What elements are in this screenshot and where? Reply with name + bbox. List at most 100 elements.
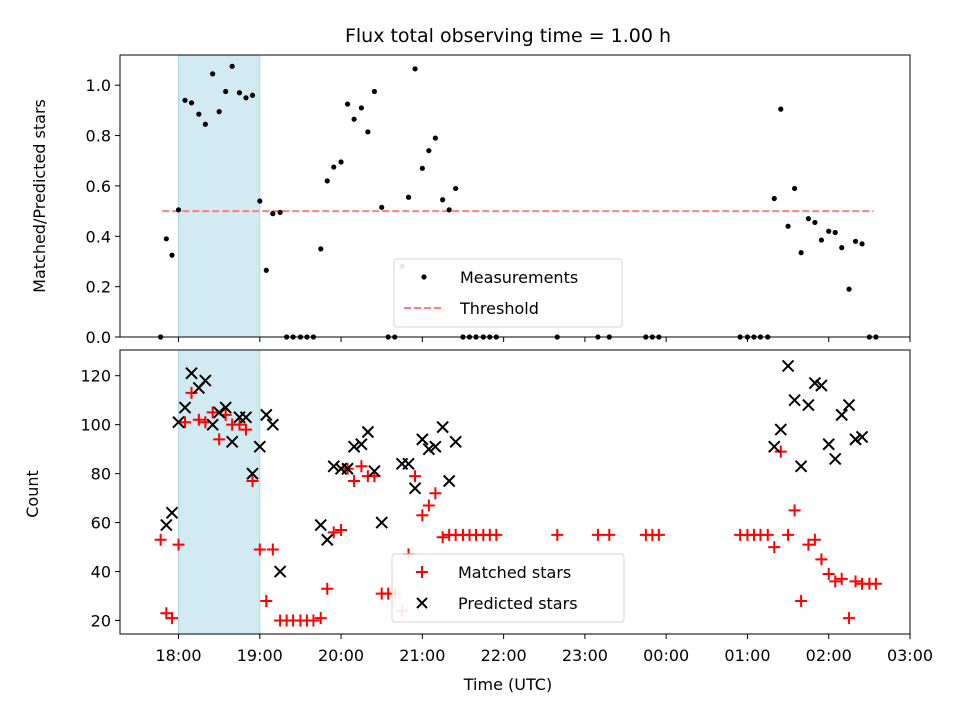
predicted-star-point <box>781 359 795 373</box>
bottom-y-tick-label: 60 <box>91 514 111 533</box>
bottom-y-tick-label: 80 <box>91 465 111 484</box>
predicted-star-point <box>165 506 179 520</box>
predicted-star-point <box>225 435 239 449</box>
x-tick-label: 18:00 <box>155 646 201 665</box>
measurement-point <box>182 97 188 103</box>
measurement-point <box>175 207 182 213</box>
matched-star-point <box>266 543 279 556</box>
top-y-tick-label: 0.2 <box>86 278 111 297</box>
measurement-point <box>771 195 777 202</box>
top-y-tick-label: 0.0 <box>86 328 111 347</box>
matched-star-point <box>808 533 821 546</box>
matched-star-point <box>185 386 198 399</box>
predicted-star-point <box>835 408 848 422</box>
measurement-point <box>791 185 798 192</box>
measurement-point <box>270 211 276 217</box>
legend-marker-matched <box>416 566 428 578</box>
measurement-point <box>785 223 791 229</box>
bottom-axes-frame <box>119 349 911 635</box>
measurement-point <box>344 101 351 107</box>
predicted-star-point <box>449 435 462 449</box>
predicted-star-point <box>321 533 334 546</box>
predicted-star-point <box>273 565 287 578</box>
bottom-y-tick-label: 40 <box>91 563 111 582</box>
matched-star-point <box>355 460 368 473</box>
predicted-star-point <box>815 379 828 392</box>
predicted-star-point <box>422 442 436 456</box>
matched-star-point <box>849 575 862 588</box>
predicted-star-point <box>361 425 375 439</box>
matched-star-point <box>795 594 808 607</box>
measurement-point <box>379 204 385 210</box>
predicted-star-point <box>429 440 442 453</box>
bottom-y-tick-label: 20 <box>91 612 111 631</box>
matched-star-point <box>192 413 205 426</box>
measurement-point <box>169 252 175 258</box>
ratio-panel: Flux total observing time = 1.00 h Match… <box>30 25 911 347</box>
matched-star-point <box>416 509 429 522</box>
predicted-star-point <box>199 374 212 387</box>
measurement-point <box>324 178 330 184</box>
measurement-point <box>798 250 804 256</box>
predicted-star-point <box>788 393 801 407</box>
matched-star-point <box>603 528 616 541</box>
x-tick-label: 22:00 <box>481 646 527 665</box>
bottom-y-tick-label: 120 <box>80 367 111 386</box>
top-axes-frame <box>119 54 911 338</box>
measurement-point <box>365 129 371 135</box>
top-y-tick-label: 1.0 <box>86 76 111 95</box>
measurement-point <box>331 164 337 170</box>
matched-star-point <box>782 528 795 541</box>
predicted-star-point <box>416 433 429 446</box>
matched-star-point <box>815 553 828 566</box>
predicted-star-point <box>829 452 842 466</box>
measurement-point <box>453 185 459 192</box>
predicted-star-point <box>375 516 388 529</box>
predicted-star-point <box>849 433 862 446</box>
predicted-star-point <box>408 482 422 495</box>
measurement-point <box>188 100 195 106</box>
measurement-point <box>839 245 845 251</box>
matched-star-point <box>843 612 856 625</box>
measurement-point <box>351 116 357 122</box>
bottom-y-ticks: 20 40 60 80 100 120 <box>80 367 120 631</box>
predicted-star-point <box>206 418 219 431</box>
x-tick-label: 01:00 <box>724 646 770 665</box>
predicted-star-point <box>327 460 340 473</box>
predicted-star-point <box>842 398 856 412</box>
matched-star-point <box>179 416 192 429</box>
matched-star-point <box>213 433 226 446</box>
predicted-star-point <box>794 460 808 473</box>
chart-title: Flux total observing time = 1.00 h <box>345 25 671 47</box>
bottom-legend-box <box>391 553 625 623</box>
predicted-stars-points <box>160 359 869 578</box>
matched-star-point <box>788 504 801 517</box>
measurement-point <box>202 121 208 127</box>
top-legend-box <box>393 258 623 328</box>
predicted-star-point <box>402 457 415 471</box>
predicted-star-point <box>314 518 327 532</box>
predicted-star-point <box>341 462 354 475</box>
top-y-ticks: 0.0 0.2 0.4 0.6 0.8 1.0 <box>86 76 120 347</box>
matched-star-point <box>761 528 774 541</box>
matched-star-point <box>206 406 219 419</box>
matched-star-point <box>422 499 435 512</box>
predicted-star-point <box>260 408 273 422</box>
predicted-star-point <box>219 401 232 414</box>
measurement-point <box>236 90 243 96</box>
predicted-star-point <box>160 518 173 532</box>
predicted-star-point <box>239 411 253 424</box>
matched-star-point <box>154 533 167 546</box>
measurement-point <box>826 228 832 234</box>
matched-star-point <box>307 614 320 627</box>
measurement-point <box>229 63 235 69</box>
measurement-point <box>249 92 256 98</box>
legend-marker-measurements <box>421 274 427 280</box>
measurement-point <box>210 71 216 77</box>
matched-star-point <box>260 594 273 607</box>
matched-star-point <box>239 423 252 436</box>
matched-star-point <box>253 543 266 556</box>
matched-star-point <box>490 528 503 541</box>
matched-star-point <box>348 474 361 487</box>
